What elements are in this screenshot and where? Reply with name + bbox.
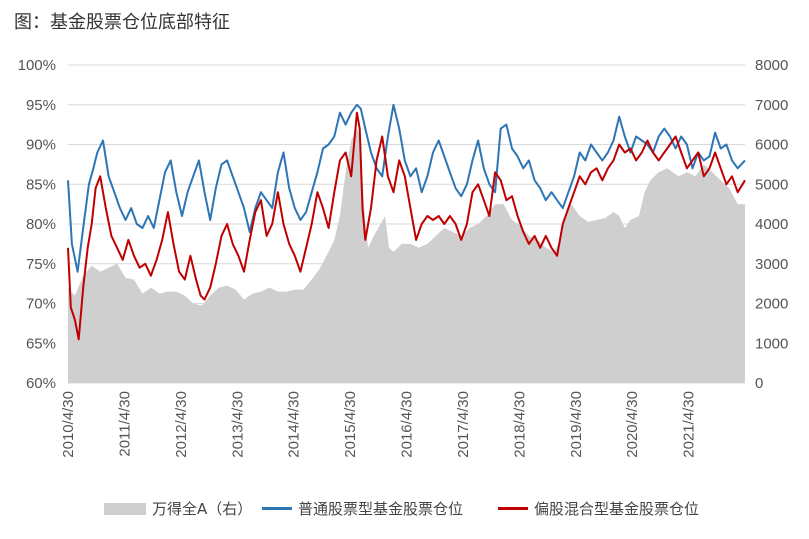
x-tick-label: 2017/4/30 bbox=[455, 391, 472, 458]
chart-title: 图：基金股票仓位底部特征 bbox=[14, 12, 230, 33]
legend-label-stock-fund: 普通股票型基金股票仓位 bbox=[298, 500, 464, 518]
x-tick-label: 2011/4/30 bbox=[116, 391, 133, 457]
x-tick-label: 2010/4/30 bbox=[60, 391, 77, 458]
legend-swatch-blue bbox=[262, 507, 292, 510]
right-tick-label: 2000 bbox=[755, 296, 788, 313]
legend-swatch-red bbox=[498, 507, 528, 510]
right-tick-label: 7000 bbox=[755, 97, 788, 114]
right-tick-label: 0 bbox=[755, 375, 763, 392]
right-tick-label: 5000 bbox=[755, 176, 788, 193]
right-tick-label: 4000 bbox=[755, 216, 788, 233]
legend-item-wind-a: 万得全A（右） bbox=[104, 498, 252, 519]
line-layer bbox=[67, 103, 746, 341]
x-tick-label: 2014/4/30 bbox=[286, 391, 303, 458]
right-tick-label: 8000 bbox=[755, 57, 788, 74]
x-tick-label: 2015/4/30 bbox=[342, 391, 359, 458]
x-tick-label: 2018/4/30 bbox=[511, 391, 528, 458]
left-axis-ticks: 100% 95% 90% 85% 80% 75% 70% 65% 60% bbox=[18, 57, 56, 392]
legend-label-hybrid-fund: 偏股混合型基金股票仓位 bbox=[534, 500, 700, 518]
left-tick-label: 100% bbox=[18, 57, 56, 74]
left-tick-label: 65% bbox=[26, 335, 56, 352]
area-layer bbox=[68, 128, 745, 383]
left-tick-label: 95% bbox=[26, 97, 56, 114]
legend-item-hybrid-fund: 偏股混合型基金股票仓位 bbox=[498, 498, 699, 519]
right-tick-label: 3000 bbox=[755, 256, 788, 273]
left-tick-label: 60% bbox=[26, 375, 56, 392]
right-tick-label: 1000 bbox=[755, 335, 788, 352]
legend: 万得全A（右） 普通股票型基金股票仓位 偏股混合型基金股票仓位 bbox=[0, 498, 809, 522]
left-tick-label: 80% bbox=[26, 216, 56, 233]
x-tick-label: 2016/4/30 bbox=[399, 391, 416, 458]
x-axis-ticks: 2010/4/30 2011/4/30 2012/4/30 2013/4/30 2014… bbox=[60, 391, 698, 458]
left-tick-label: 85% bbox=[26, 176, 56, 193]
right-axis-ticks: 8000 7000 6000 5000 4000 3000 2000 1000 0 bbox=[755, 57, 788, 392]
left-tick-label: 75% bbox=[26, 256, 56, 273]
series-line-hybrid-fund bbox=[67, 111, 746, 341]
legend-swatch-area bbox=[104, 502, 146, 515]
x-tick-label: 2021/4/30 bbox=[681, 391, 698, 458]
series-area-wind-a bbox=[68, 128, 745, 383]
left-tick-label: 90% bbox=[26, 137, 56, 154]
legend-item-stock-fund: 普通股票型基金股票仓位 bbox=[262, 498, 463, 519]
left-tick-label: 70% bbox=[26, 296, 56, 313]
x-tick-label: 2020/4/30 bbox=[624, 391, 641, 458]
legend-label-wind-a: 万得全A（右） bbox=[152, 500, 253, 518]
x-tick-label: 2013/4/30 bbox=[229, 391, 246, 458]
fund-position-chart: 100% 95% 90% 85% 80% 75% 70% 65% 60% 8000 7000 600… bbox=[18, 57, 789, 458]
right-tick-label: 6000 bbox=[755, 137, 788, 154]
x-tick-label: 2012/4/30 bbox=[173, 391, 190, 458]
x-tick-label: 2019/4/30 bbox=[568, 391, 585, 458]
